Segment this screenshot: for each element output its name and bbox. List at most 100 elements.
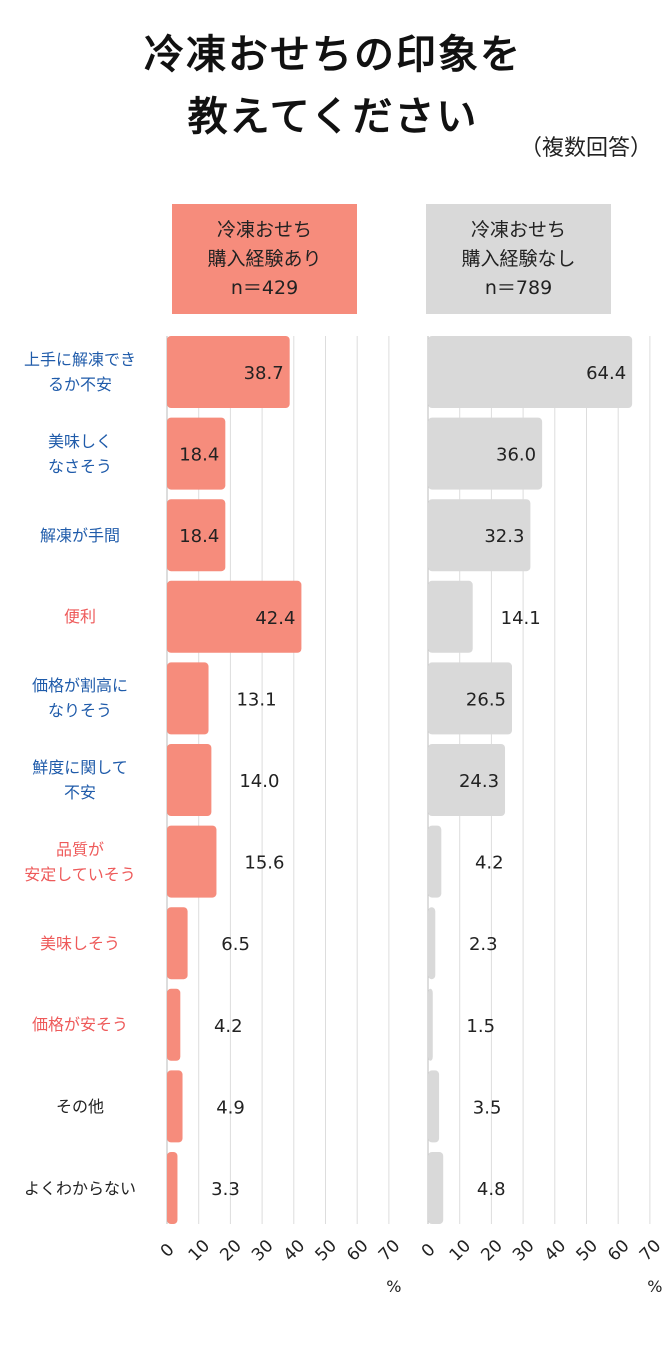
x-tick-label: 40 [280,1236,309,1265]
x-tick-label: 0 [157,1240,179,1262]
category-label-line: 解凍が手間 [39,525,120,545]
x-tick-label: 50 [572,1236,601,1265]
x-tick-label: 10 [185,1236,214,1265]
data-label: 3.3 [211,1179,240,1200]
category-label-line: なさそう [47,456,112,476]
category-label-line: なりそう [47,701,112,721]
bar [428,662,513,735]
header-line: 購入経験あり [207,247,322,270]
category-label-line: その他 [55,1096,104,1116]
data-label: 15.6 [244,853,284,874]
data-label: 6.5 [221,934,250,955]
data-label: 4.9 [216,1097,245,1118]
category-label: 美味しそう [0,907,160,979]
bar [167,336,290,408]
header-sample-size: n＝429 [230,276,299,299]
category-label-text: 便利 [64,604,96,629]
multiple-answer-note: （複数回答） [519,136,652,161]
category-label-text: よくわからない [24,1176,136,1201]
x-tick-label: 40 [541,1236,570,1265]
x-axis-label: % [386,1277,401,1296]
header-not-purchased: 冷凍おせち 購入経験なし n＝789 [426,204,611,314]
data-label: 13.1 [236,689,276,710]
data-label: 18.4 [179,526,219,547]
category-label-text: その他 [56,1094,104,1119]
data-label: 38.7 [244,363,284,384]
category-label-text: 解凍が手間 [40,523,120,548]
x-tick-label: 20 [216,1236,245,1265]
data-label: 24.3 [459,771,499,792]
category-label-text: 上手に解凍でき るか不安 [24,347,136,397]
bar [428,1152,444,1224]
data-label: 14.0 [239,771,279,792]
data-label: 4.2 [475,853,504,874]
bar [167,907,188,980]
bar [428,744,506,816]
category-label-line: 便利 [63,607,96,627]
category-label-text: 品質が安定していそう [24,837,136,887]
x-tick-label: 50 [311,1236,340,1265]
data-label: 36.0 [496,445,536,466]
category-label: 解凍が手間 [0,499,160,571]
category-label-line: 価格が割高に [31,676,128,696]
bar [428,988,433,1061]
category-label: よくわからない [0,1152,160,1224]
category-label: 価格が安そう [0,989,160,1061]
category-label-text: 価格が割高に なりそう [32,673,128,723]
category-label: 品質が安定していそう [0,826,160,898]
category-label-text: 価格が安そう [32,1012,128,1037]
bar [428,907,436,980]
data-label: 18.4 [179,445,219,466]
bar [167,417,226,490]
category-label-text: 鮮度に関して 不安 [32,755,128,805]
bar [428,499,531,572]
x-tick-label: 70 [636,1236,665,1265]
bar [167,988,181,1061]
bar [428,1070,440,1143]
category-label-line: 価格が安そう [31,1015,128,1035]
header-line: 購入経験なし [461,247,576,270]
title-line-2: 教えてください [187,94,479,140]
bar [428,825,442,898]
category-label-line: 上手に解凍でき [23,350,136,369]
data-label: 2.3 [469,934,498,955]
bar [167,1070,183,1143]
x-tick-label: 60 [604,1236,633,1265]
category-label: 便利 [0,581,160,653]
bar [167,662,209,735]
category-label: その他 [0,1070,160,1142]
bar [428,336,633,408]
category-label-text: 美味しく なさそう [48,429,112,479]
x-tick-label: 0 [418,1240,440,1262]
category-label-line: 品質が [55,839,104,859]
category-label-line: 鮮度に関して [32,758,128,777]
bar [167,744,212,816]
x-tick-label: 30 [248,1236,277,1265]
category-label-line: るか不安 [47,375,112,394]
header-purchased: 冷凍おせち 購入経験あり n＝429 [172,204,357,314]
category-label-line: よくわからない [23,1178,136,1198]
bar [167,825,217,898]
category-label-line: 安定していそう [24,864,136,884]
data-label: 4.8 [477,1179,506,1200]
data-label: 4.2 [214,1016,243,1037]
bar [428,417,543,490]
category-label-line: 美味しく [47,431,112,451]
bar [428,580,473,653]
title-line-1: 冷凍おせちの印象を [144,32,522,78]
bar [167,499,226,572]
data-label: 3.5 [473,1097,502,1118]
x-tick-label: 60 [343,1236,372,1265]
category-label: 美味しく なさそう [0,418,160,490]
bar [167,1152,178,1224]
x-tick-label: 20 [477,1236,506,1265]
data-label: 32.3 [484,526,524,547]
data-label: 64.4 [586,363,626,384]
category-label-line: 不安 [63,783,96,802]
data-label: 1.5 [466,1016,495,1037]
data-label: 42.4 [255,608,295,629]
category-label: 鮮度に関して 不安 [0,744,160,816]
x-tick-label: 70 [375,1236,404,1265]
header-line: 冷凍おせち [470,218,566,241]
